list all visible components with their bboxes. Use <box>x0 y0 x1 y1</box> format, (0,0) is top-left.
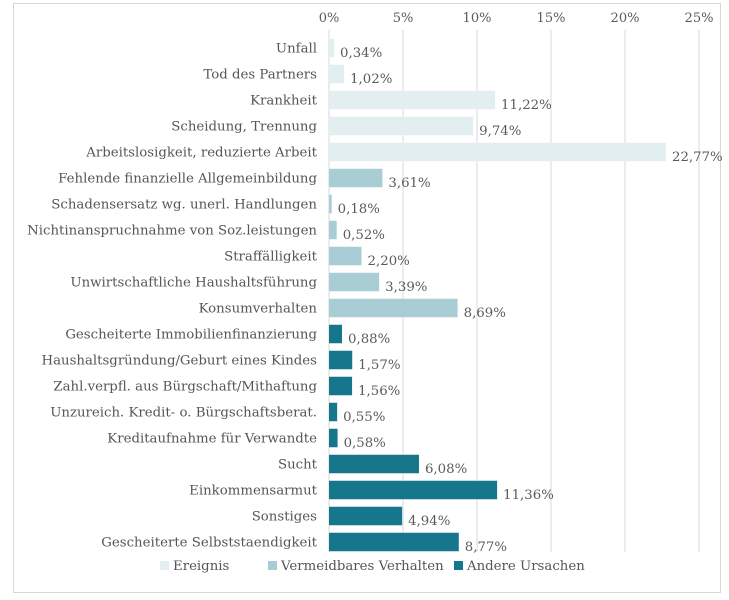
data-label: 0,52% <box>343 228 385 243</box>
data-label: 0,55% <box>343 410 385 425</box>
legend: Ereignis Vermeidbares Verhalten Andere Urs… <box>160 559 585 574</box>
bar <box>329 142 666 162</box>
category-label: Einkommensarmut <box>189 484 318 499</box>
data-label: 0,58% <box>344 436 386 451</box>
data-label: 0,34% <box>340 46 382 61</box>
category-label: Unzureich. Kredit- o. Bürgschaftsberat. <box>50 406 317 421</box>
legend-swatch <box>160 561 169 570</box>
category-label: Konsumverhalten <box>199 302 318 317</box>
bar <box>329 324 343 344</box>
bar <box>329 532 459 552</box>
legend-label: Andere Ursachen <box>466 559 585 574</box>
category-label: Sonstiges <box>252 510 317 525</box>
x-axis-ticks: 0% 5% 10% 15% 20% 25% <box>319 11 714 26</box>
category-label: Sucht <box>278 458 318 473</box>
category-label: Schadensersatz wg. unerl. Handlungen <box>51 198 317 213</box>
bar <box>329 350 353 370</box>
bar <box>329 194 332 214</box>
data-label: 11,22% <box>501 98 552 113</box>
data-label: 8,69% <box>464 306 506 321</box>
x-tick-label: 15% <box>537 11 566 26</box>
legend-swatch <box>454 561 463 570</box>
data-label: 1,02% <box>350 72 392 87</box>
bar <box>329 298 458 318</box>
bar-chart: 0% 5% 10% 15% 20% 25% Unfall Tod des Partners K… <box>27 11 723 574</box>
category-label: Gescheiterte Immobilienfinanzierung <box>65 328 317 343</box>
bar <box>329 38 335 58</box>
category-label: Nichtinanspruchnahme von Soz.leistungen <box>27 224 317 239</box>
data-label: 11,36% <box>503 488 554 503</box>
category-label: Fehlende finanzielle Allgemeinbildung <box>58 172 317 187</box>
bar <box>329 506 403 526</box>
legend-swatch <box>268 561 277 570</box>
data-label: 3,39% <box>385 280 427 295</box>
category-label: Straffälligkeit <box>224 250 318 265</box>
x-tick-label: 0% <box>319 11 340 26</box>
data-label: 4,94% <box>408 514 450 529</box>
category-label: Zahl.verpfl. aus Bürgschaft/Mithaftung <box>53 380 317 395</box>
category-label: Unwirtschaftliche Haushaltsführung <box>70 276 317 291</box>
data-label: 22,77% <box>672 150 722 165</box>
bar <box>329 480 498 500</box>
category-label: Scheidung, Trennung <box>171 120 317 135</box>
bar <box>329 272 380 292</box>
category-label: Krankheit <box>250 94 318 109</box>
data-label: 8,77% <box>465 540 507 555</box>
data-label: 1,57% <box>358 358 400 373</box>
x-tick-label: 10% <box>463 11 492 26</box>
category-labels: Unfall Tod des Partners Krankheit Scheidung… <box>27 42 318 551</box>
category-label: Kreditaufnahme für Verwandte <box>107 432 317 447</box>
x-tick-label: 25% <box>685 11 714 26</box>
bar <box>329 64 345 84</box>
category-label: Arbeitslosigkeit, reduzierte Arbeit <box>85 146 317 161</box>
legend-label: Vermeidbares Verhalten <box>280 559 444 574</box>
data-label: 9,74% <box>479 124 521 139</box>
data-label: 2,20% <box>368 254 410 269</box>
bar <box>329 90 496 110</box>
bar <box>329 376 353 396</box>
bar <box>329 220 337 240</box>
bar <box>329 116 474 136</box>
category-label: Gescheiterte Selbststaendigkeit <box>101 536 317 551</box>
data-label: 1,56% <box>358 384 400 399</box>
category-label: Unfall <box>276 42 317 57</box>
legend-label: Ereignis <box>173 559 230 574</box>
data-label: 3,61% <box>388 176 430 191</box>
bar <box>329 428 338 448</box>
category-label: Haushaltsgründung/Geburt eines Kindes <box>41 354 317 369</box>
bar <box>329 168 383 188</box>
chart-frame: 0% 5% 10% 15% 20% 25% Unfall Tod des Partners K… <box>13 3 723 593</box>
bar <box>329 402 338 422</box>
data-label: 0,18% <box>338 202 380 217</box>
bar <box>329 454 419 474</box>
bars <box>329 38 666 552</box>
x-tick-label: 20% <box>611 11 640 26</box>
category-label: Tod des Partners <box>203 68 317 83</box>
bar <box>329 246 362 266</box>
x-tick-label: 5% <box>393 11 414 26</box>
data-label: 6,08% <box>425 462 467 477</box>
data-labels: 0,34% 1,02% 11,22% 9,74% 22,77% 3,61% 0,18% 0,5… <box>338 46 723 555</box>
data-label: 0,88% <box>348 332 390 347</box>
